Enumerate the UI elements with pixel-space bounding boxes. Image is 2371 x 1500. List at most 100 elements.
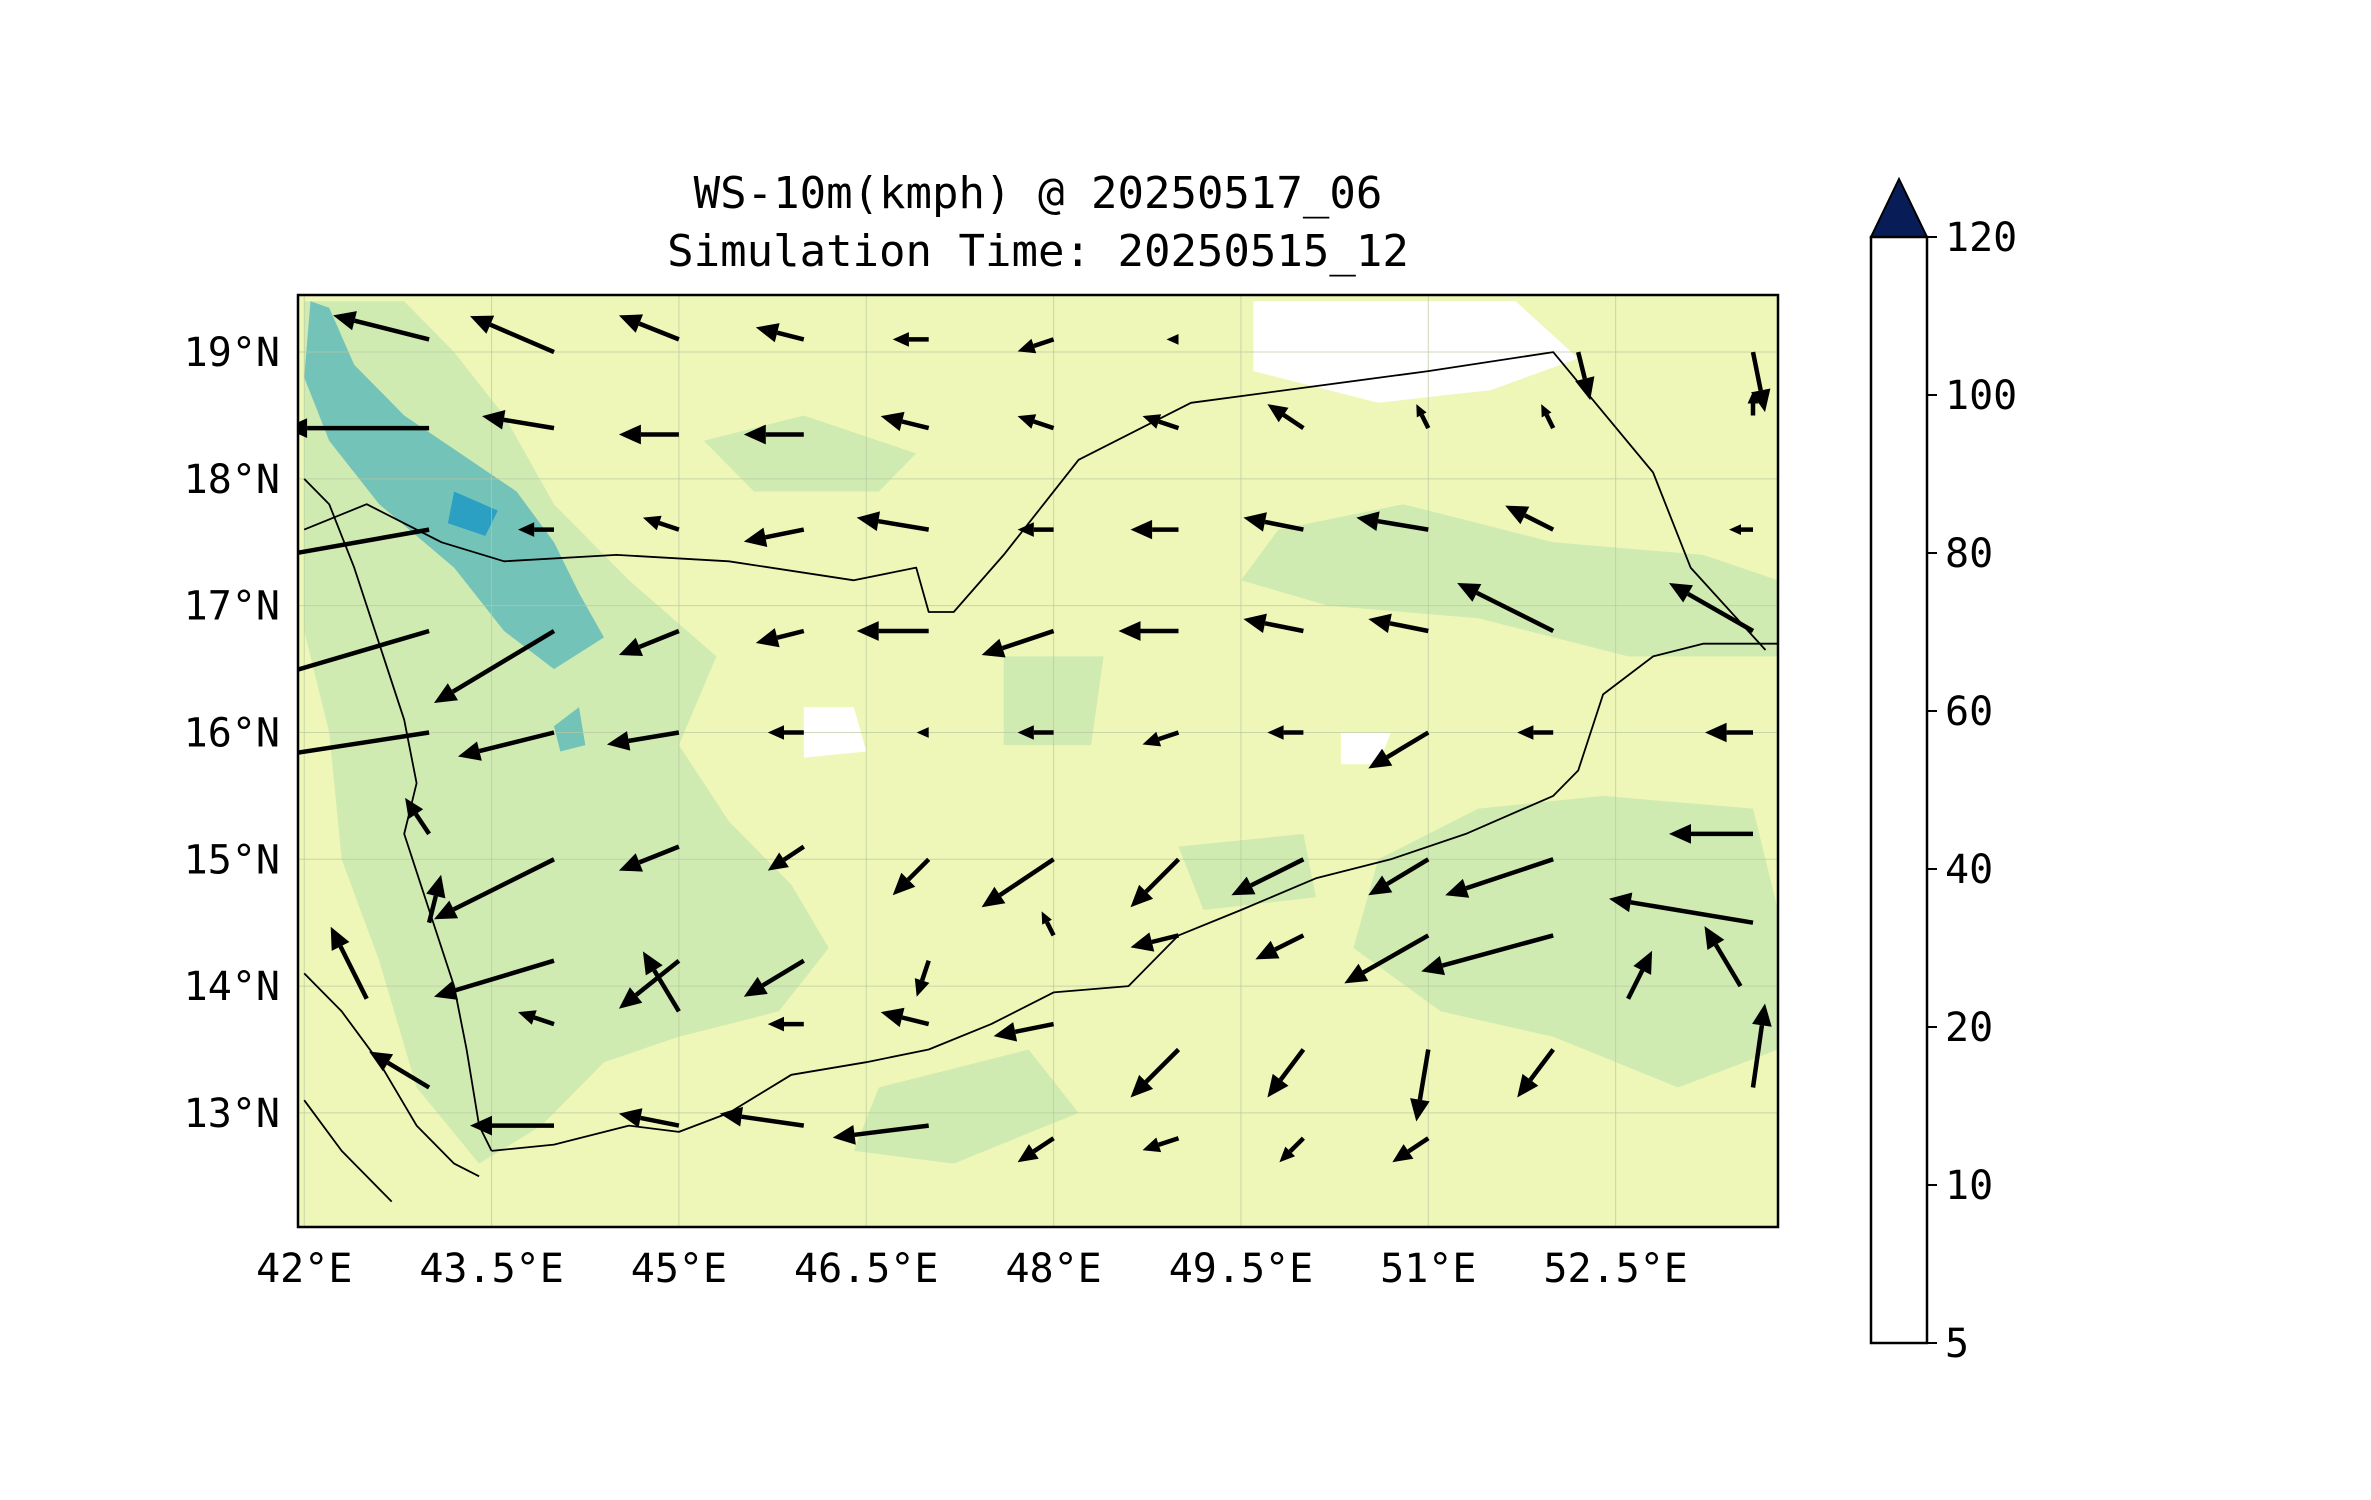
- wind-arrow: [405, 797, 431, 836]
- wind-arrow: [1267, 404, 1305, 430]
- longitude-tick-label: 48°E: [1005, 1246, 1101, 1292]
- wind-arrow: [618, 1108, 680, 1128]
- wind-arrow: [518, 1010, 555, 1027]
- wind-arrow: [1416, 404, 1431, 430]
- latitude-tick-label: 18°N: [184, 457, 280, 503]
- wind-arrow: [767, 844, 806, 871]
- wind-arrow: [369, 1051, 431, 1090]
- saudi-yemen-border: [303, 351, 1767, 651]
- wind-arrow: [832, 1123, 929, 1145]
- colorbar-tick-label: 120: [1945, 215, 2017, 261]
- figure-title-line-2: Simulation Time: 20250515_12: [667, 226, 1409, 277]
- wind-arrow: [767, 725, 804, 740]
- map-frame: [296, 293, 1780, 1229]
- latitude-tick-label: 17°N: [184, 584, 280, 630]
- longitude-tick-label: 52.5°E: [1543, 1246, 1688, 1292]
- wind-arrow: [1017, 522, 1054, 537]
- wind-arrow: [1704, 926, 1743, 988]
- colorbar-tick-label: 5: [1945, 1321, 1969, 1367]
- wind-arrow: [1392, 1136, 1430, 1163]
- wind-arrow: [1041, 911, 1056, 937]
- wind-arrow: [1368, 857, 1430, 896]
- wind-arrow: [981, 628, 1055, 658]
- wind-arrow: [606, 730, 680, 751]
- wind-arrow: [1669, 583, 1755, 633]
- wind-arrow: [743, 958, 805, 997]
- wind-arrow: [1669, 824, 1753, 844]
- wind-arrow: [1130, 932, 1180, 952]
- wind-arrow: [434, 857, 556, 920]
- wind-arrow: [880, 411, 930, 432]
- wind-arrow: [518, 522, 554, 537]
- contour-patch-20: [1241, 504, 1778, 657]
- wind-arrow: [1368, 613, 1429, 634]
- wind-arrow: [856, 621, 929, 641]
- longitude-tick-label: 51°E: [1380, 1246, 1476, 1292]
- wind-arrow: [642, 951, 681, 1013]
- wind-arrow: [1541, 404, 1556, 430]
- longitude-ticks: 42°E 43.5°E 45°E 46.5°E 48°E 49.5°E 51°E 52.5°E: [256, 1246, 1688, 1292]
- longitude-tick-label: 45°E: [631, 1246, 727, 1292]
- latitude-tick-label: 15°N: [184, 837, 280, 883]
- latitude-tick-label: 14°N: [184, 964, 280, 1010]
- colorbar: 5 10 20 40 60 80 100 120: [1869, 176, 2017, 1367]
- wind-arrow: [618, 844, 680, 872]
- contour-patch-60: [447, 491, 498, 536]
- wind-arrow: [880, 1007, 930, 1028]
- wind-arrow: [1142, 1136, 1180, 1153]
- gulf-of-aden-coast: [491, 642, 1778, 1152]
- eritrea-coast: [303, 972, 480, 1178]
- wind-arrow: [298, 418, 430, 438]
- wind-arrow: [618, 628, 680, 656]
- wind-arrow: [1750, 351, 1771, 413]
- wind-arrow: [1142, 414, 1180, 431]
- latitude-tick-label: 13°N: [184, 1091, 280, 1137]
- longitude-tick-label: 49.5°E: [1169, 1246, 1314, 1292]
- wind-arrow: [458, 730, 555, 761]
- latitude-tick-label: 19°N: [184, 330, 280, 376]
- wind-arrow: [743, 424, 804, 445]
- wind-arrow: [856, 511, 930, 532]
- wind-arrow: [330, 926, 369, 1000]
- wind-arrow: [1017, 725, 1054, 740]
- latitude-ticks: 19°N 18°N 17°N 16°N 15°N 14°N 13°N: [184, 330, 280, 1137]
- wind-arrow: [1626, 950, 1653, 1000]
- wind-arrow: [1017, 414, 1055, 431]
- wind-arrow: [743, 527, 805, 547]
- colorbar-tick-label: 80: [1945, 531, 1993, 577]
- map-panel: 42°E 43.5°E 45°E 46.5°E 48°E 49.5°E 51°E 52.5°E…: [184, 293, 1780, 1292]
- wind-arrow: [1166, 334, 1179, 345]
- longitude-tick-label: 43.5°E: [419, 1246, 564, 1292]
- wind-arrow: [1279, 1136, 1305, 1163]
- wind-arrow: [981, 857, 1055, 908]
- wind-arrow: [1130, 519, 1179, 540]
- eritrea-border: [303, 1099, 393, 1203]
- wind-arrow: [298, 527, 430, 556]
- wind-arrow: [1118, 621, 1179, 641]
- colorbar-tick-label: 10: [1945, 1163, 1993, 1209]
- wind-arrow: [1505, 505, 1555, 532]
- wind-arrow: [1609, 892, 1754, 925]
- longitude-tick-label: 46.5°E: [794, 1246, 939, 1292]
- wind-arrow: [755, 628, 805, 648]
- wind-arrow: [1255, 933, 1305, 960]
- wind-arrow: [470, 1115, 554, 1136]
- wind-arrow: [1243, 613, 1304, 634]
- wind-arrow: [434, 958, 555, 1000]
- wind-arrow: [434, 629, 556, 703]
- figure-title-line-1: WS-10m(kmph) @ 20250517_06: [694, 168, 1383, 219]
- colorbar-tick-label: 100: [1945, 373, 2017, 419]
- contour-patch-20: [1353, 795, 1778, 1088]
- wind-arrow: [1457, 583, 1555, 634]
- colorbar-tick-label: 20: [1945, 1005, 1993, 1051]
- wind-arrow: [1017, 1136, 1055, 1163]
- wind-arrow: [1017, 337, 1055, 354]
- contour-patch-40: [554, 707, 586, 752]
- wind-arrow: [618, 314, 680, 342]
- wind-arrow: [1445, 857, 1554, 898]
- wind-arrow: [1130, 1047, 1181, 1098]
- wind-arrow: [1517, 1048, 1555, 1098]
- wind-arrow: [755, 323, 805, 343]
- wind-arrow: [482, 410, 555, 431]
